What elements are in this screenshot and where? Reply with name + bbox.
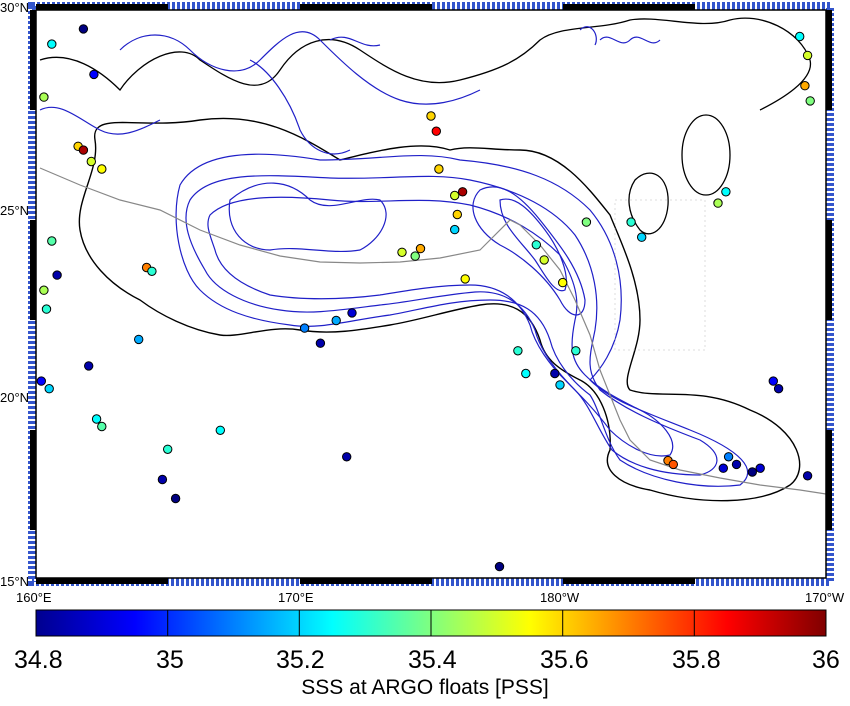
argo-float-marker (86, 156, 97, 167)
eddy-contour-1 (681, 114, 731, 196)
argo-float-marker (581, 217, 592, 227)
colorbar-ticks (167, 610, 695, 636)
argo-float-marker (415, 243, 426, 254)
outer-contour-north (39, 17, 812, 111)
colorbar-tick-35: 35 (156, 646, 184, 674)
argo-float-marker (39, 285, 49, 295)
argo-float-marker (450, 190, 460, 201)
argo-float-marker (755, 463, 765, 473)
argo-float-marker (721, 187, 731, 197)
data-gap-hatch (614, 199, 706, 351)
argo-float-marker (718, 463, 728, 473)
argo-float-marker (805, 96, 815, 106)
argo-float-marker (802, 50, 813, 61)
lon-label-170w: 170°W (805, 590, 845, 605)
argo-float-marker (397, 247, 407, 258)
argo-float-marker (84, 361, 94, 371)
lon-label-180w: 180°W (540, 590, 580, 605)
argo-float-marker (431, 126, 441, 136)
colorbar-tick-35-4: 35.4 (408, 646, 457, 674)
argo-float-marker (637, 232, 647, 242)
map-frame (30, 4, 832, 584)
argo-float-marker (452, 209, 462, 220)
argo-float-marker (47, 39, 57, 49)
colorbar-tick-35-2: 35.2 (276, 646, 325, 674)
argo-float-marker (97, 421, 107, 432)
argo-float-marker (521, 368, 531, 379)
colorbar (35, 609, 827, 637)
colorbar-tick-35-8: 35.8 (672, 646, 721, 674)
argo-float-marker (539, 255, 549, 265)
track-line (39, 167, 826, 495)
argo-float-marker (52, 270, 62, 280)
argo-float-marker (513, 346, 523, 356)
argo-float-marker (450, 224, 460, 235)
argo-float-marker (78, 24, 89, 34)
argo-float-marker (331, 315, 341, 326)
argo-float-marker (802, 471, 813, 481)
argo-float-marker (494, 561, 505, 572)
colorbar-tick-34-8: 34.8 (14, 646, 63, 674)
argo-float-marker (347, 308, 357, 318)
lon-label-160e: 160°E (16, 590, 52, 605)
argo-float-marker (47, 236, 57, 246)
argo-float-marker (157, 474, 168, 485)
argo-float-marker (147, 266, 157, 276)
argo-float-marker (550, 368, 560, 379)
argo-float-marker (800, 81, 810, 91)
argo-float-marker (89, 69, 99, 80)
lat-label-30n: 30°N (0, 0, 30, 15)
outer-contour (78, 117, 801, 502)
argo-float-marker (39, 92, 49, 102)
argo-float-marker (434, 164, 444, 174)
argo-float-marker (36, 376, 46, 386)
argo-float-marker (315, 338, 326, 348)
colorbar-title: SSS at ARGO floats [PSS] (301, 676, 549, 699)
argo-float-marker (41, 304, 52, 314)
argo-float-marker (555, 380, 565, 390)
argo-float-marker (134, 334, 144, 345)
argo-float-layer (36, 24, 815, 572)
argo-float-marker (410, 251, 420, 261)
lat-label-15n: 15°N (0, 574, 30, 589)
lat-label-25n: 25°N (0, 203, 30, 218)
argo-float-marker (558, 277, 568, 288)
argo-float-marker (78, 145, 89, 155)
argo-float-marker (731, 459, 742, 470)
lon-label-170e: 170°E (278, 590, 314, 605)
argo-float-marker (342, 452, 352, 462)
argo-float-marker (747, 467, 757, 477)
argo-float-marker (299, 323, 310, 333)
argo-float-marker (668, 459, 678, 470)
argo-float-marker (91, 414, 102, 424)
argo-float-marker (713, 198, 723, 208)
argo-float-marker (531, 240, 541, 250)
argo-float-marker (723, 452, 734, 462)
argo-float-marker (773, 384, 784, 394)
argo-float-marker (170, 493, 181, 504)
argo-float-marker (571, 346, 581, 356)
argo-float-marker (215, 425, 226, 435)
lat-label-20n: 20°N (0, 390, 30, 405)
argo-float-marker (457, 187, 468, 197)
colorbar-tick-35-6: 35.6 (540, 646, 589, 674)
colorbar-tick-36: 36 (812, 646, 840, 674)
argo-float-marker (44, 384, 54, 394)
argo-float-marker (426, 111, 436, 121)
map-plot-area (36, 10, 826, 578)
argo-float-marker (768, 376, 778, 386)
eddy-contour-2 (628, 172, 669, 235)
argo-float-marker (795, 31, 805, 42)
argo-float-marker (97, 164, 107, 174)
argo-float-marker (163, 444, 173, 454)
argo-float-marker (460, 274, 470, 284)
argo-float-marker (626, 217, 636, 227)
